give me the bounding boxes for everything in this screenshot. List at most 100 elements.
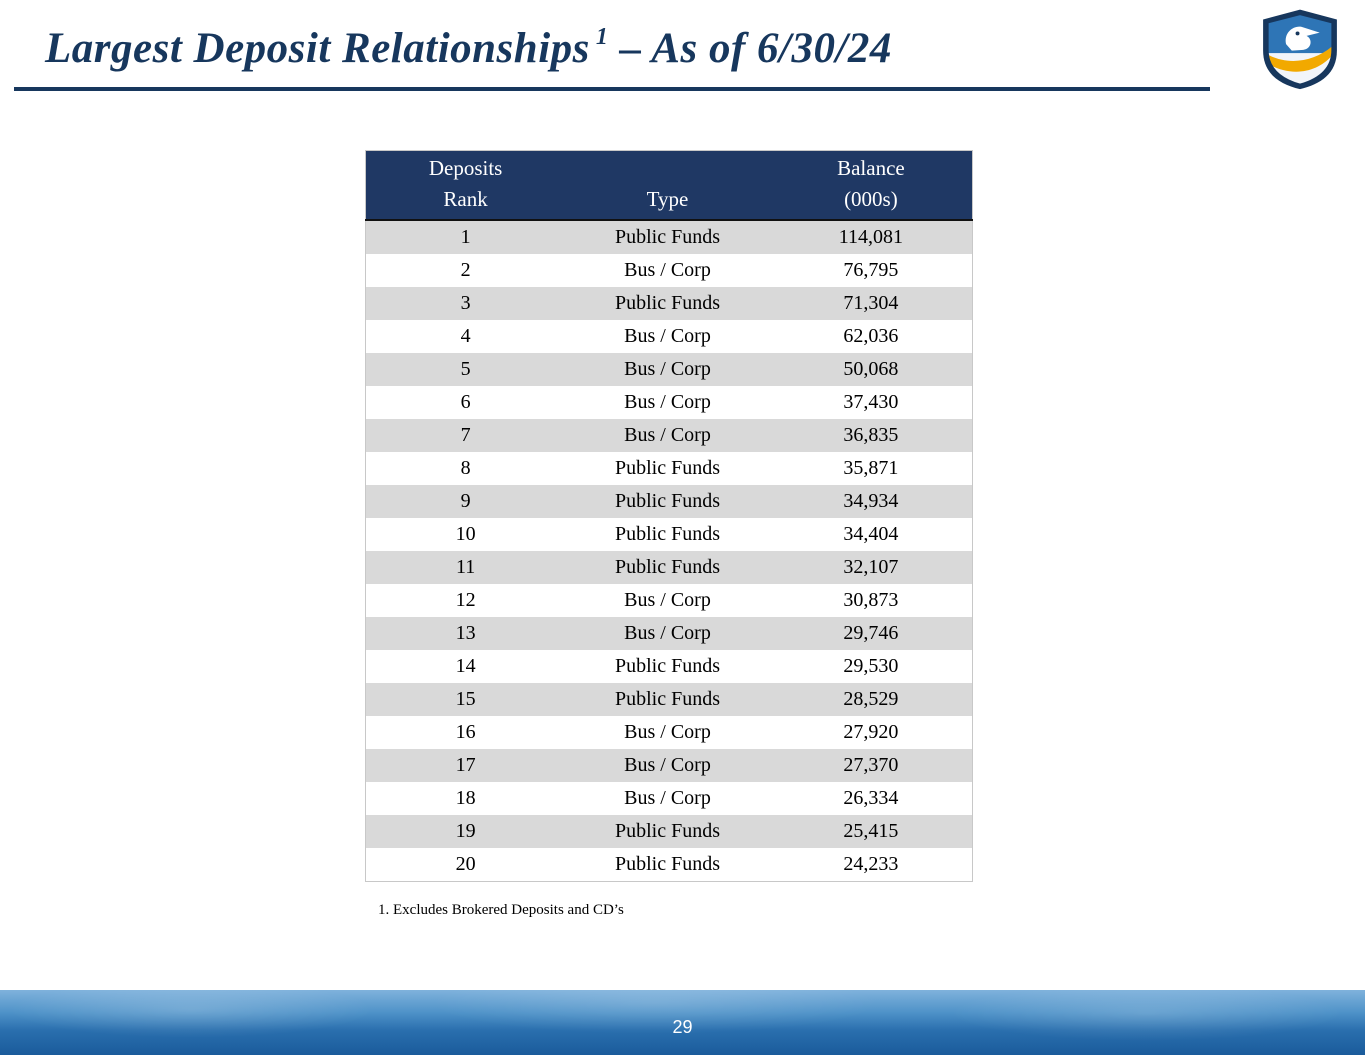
cell-rank: 7 <box>460 424 471 446</box>
table-row: 17 Bus / Corp 27,370 <box>365 749 973 782</box>
table-row: 2 Bus / Corp 76,795 <box>365 254 973 287</box>
table-row: 5 Bus / Corp 50,068 <box>365 353 973 386</box>
cell-type: Public Funds <box>614 523 721 545</box>
eagle-shield-icon <box>1263 9 1337 90</box>
table-row: 16 Bus / Corp 27,920 <box>365 716 973 749</box>
cell-balance: 36,835 <box>843 424 899 446</box>
cell-type: Bus / Corp <box>624 622 711 644</box>
cell-type: Bus / Corp <box>624 787 711 809</box>
table-row: 20 Public Funds 24,233 <box>365 848 973 882</box>
header-rank-line1: Deposits <box>428 156 503 180</box>
cell-rank: 6 <box>460 391 471 413</box>
title-text: Largest Deposit Relationships <box>45 25 590 72</box>
cell-balance: 24,233 <box>843 853 899 875</box>
page-number: 29 <box>672 1017 693 1037</box>
cell-balance: 30,873 <box>843 589 899 611</box>
cell-balance: 35,871 <box>843 457 899 479</box>
cell-balance: 26,334 <box>843 787 899 809</box>
cell-rank: 15 <box>455 688 476 710</box>
cell-rank: 1 <box>460 226 471 248</box>
header-type: Type <box>565 150 770 221</box>
footnote: 1. Excludes Brokered Deposits and CD’s <box>378 902 624 918</box>
cell-type: Public Funds <box>614 655 721 677</box>
cell-type: Public Funds <box>614 820 721 842</box>
table-row: 8 Public Funds 35,871 <box>365 452 973 485</box>
table-row: 4 Bus / Corp 62,036 <box>365 320 973 353</box>
header-type-line1 <box>565 153 770 184</box>
cell-rank: 10 <box>455 523 476 545</box>
table-body: 1 Public Funds 114,081 2 Bus / Corp 76,795 3 Pu… <box>365 220 973 882</box>
cell-rank: 5 <box>460 358 471 380</box>
cell-type: Bus / Corp <box>624 391 711 413</box>
page-title: Largest Deposit Relationships 1 – As of 6… <box>45 24 892 73</box>
table-row: 3 Public Funds 71,304 <box>365 287 973 320</box>
cell-rank: 11 <box>455 556 476 578</box>
cell-type: Bus / Corp <box>624 424 711 446</box>
cell-balance: 62,036 <box>843 325 899 347</box>
cell-type: Bus / Corp <box>624 259 711 281</box>
title-underline <box>14 87 1210 91</box>
cell-balance: 37,430 <box>843 391 899 413</box>
cell-rank: 3 <box>460 292 471 314</box>
title-superscript: 1 <box>595 24 609 50</box>
table-row: 6 Bus / Corp 37,430 <box>365 386 973 419</box>
header-balance-line2: (000s) <box>844 187 898 211</box>
cell-rank: 13 <box>455 622 476 644</box>
cell-rank: 2 <box>460 259 471 281</box>
deposits-table-container: Deposits Rank Type Balance (000s) 1 Publi… <box>365 150 973 882</box>
cell-type: Bus / Corp <box>624 589 711 611</box>
cell-balance: 29,530 <box>843 655 899 677</box>
cell-rank: 18 <box>455 787 476 809</box>
table-row: 19 Public Funds 25,415 <box>365 815 973 848</box>
table-row: 10 Public Funds 34,404 <box>365 518 973 551</box>
header-rank: Deposits Rank <box>365 150 566 221</box>
cell-balance: 34,934 <box>843 490 899 512</box>
cell-rank: 16 <box>455 721 476 743</box>
table-header-row: Deposits Rank Type Balance (000s) <box>365 150 973 221</box>
cell-balance: 28,529 <box>843 688 899 710</box>
table-row: 11 Public Funds 32,107 <box>365 551 973 584</box>
cell-balance: 29,746 <box>843 622 899 644</box>
title-suffix: – As of 6/30/24 <box>608 25 892 72</box>
header-balance-line1: Balance <box>837 156 905 180</box>
cell-type: Public Funds <box>614 457 721 479</box>
cell-rank: 12 <box>455 589 476 611</box>
cell-type: Public Funds <box>614 853 721 875</box>
cell-type: Bus / Corp <box>624 754 711 776</box>
table-row: 13 Bus / Corp 29,746 <box>365 617 973 650</box>
cell-balance: 32,107 <box>843 556 899 578</box>
table-row: 14 Public Funds 29,530 <box>365 650 973 683</box>
footer-bar: 29 <box>0 990 1365 1055</box>
cell-rank: 4 <box>460 325 471 347</box>
cell-balance: 34,404 <box>843 523 899 545</box>
cell-type: Bus / Corp <box>624 721 711 743</box>
table-row: 9 Public Funds 34,934 <box>365 485 973 518</box>
cell-balance: 71,304 <box>843 292 899 314</box>
table-row: 15 Public Funds 28,529 <box>365 683 973 716</box>
table-row: 7 Bus / Corp 36,835 <box>365 419 973 452</box>
cell-type: Bus / Corp <box>624 358 711 380</box>
cell-balance: 27,370 <box>843 754 899 776</box>
cell-type: Public Funds <box>614 490 721 512</box>
cell-rank: 14 <box>455 655 476 677</box>
cell-rank: 9 <box>460 490 471 512</box>
cell-rank: 20 <box>455 853 476 875</box>
cell-balance: 76,795 <box>843 259 899 281</box>
table-row: 1 Public Funds 114,081 <box>365 220 973 254</box>
header-rank-line2: Rank <box>443 187 488 211</box>
header-balance: Balance (000s) <box>769 150 973 221</box>
cell-type: Public Funds <box>614 556 721 578</box>
header-type-line2: Type <box>646 187 689 211</box>
cell-balance: 50,068 <box>843 358 899 380</box>
cell-type: Public Funds <box>614 226 721 248</box>
eagle-shield-logo <box>1258 8 1342 90</box>
deposits-table: Deposits Rank Type Balance (000s) 1 Publi… <box>365 150 973 882</box>
cell-balance: 114,081 <box>838 226 904 248</box>
cell-rank: 8 <box>460 457 471 479</box>
cell-type: Bus / Corp <box>624 325 711 347</box>
cell-rank: 19 <box>455 820 476 842</box>
cell-balance: 27,920 <box>843 721 899 743</box>
table-row: 18 Bus / Corp 26,334 <box>365 782 973 815</box>
cell-type: Public Funds <box>614 688 721 710</box>
